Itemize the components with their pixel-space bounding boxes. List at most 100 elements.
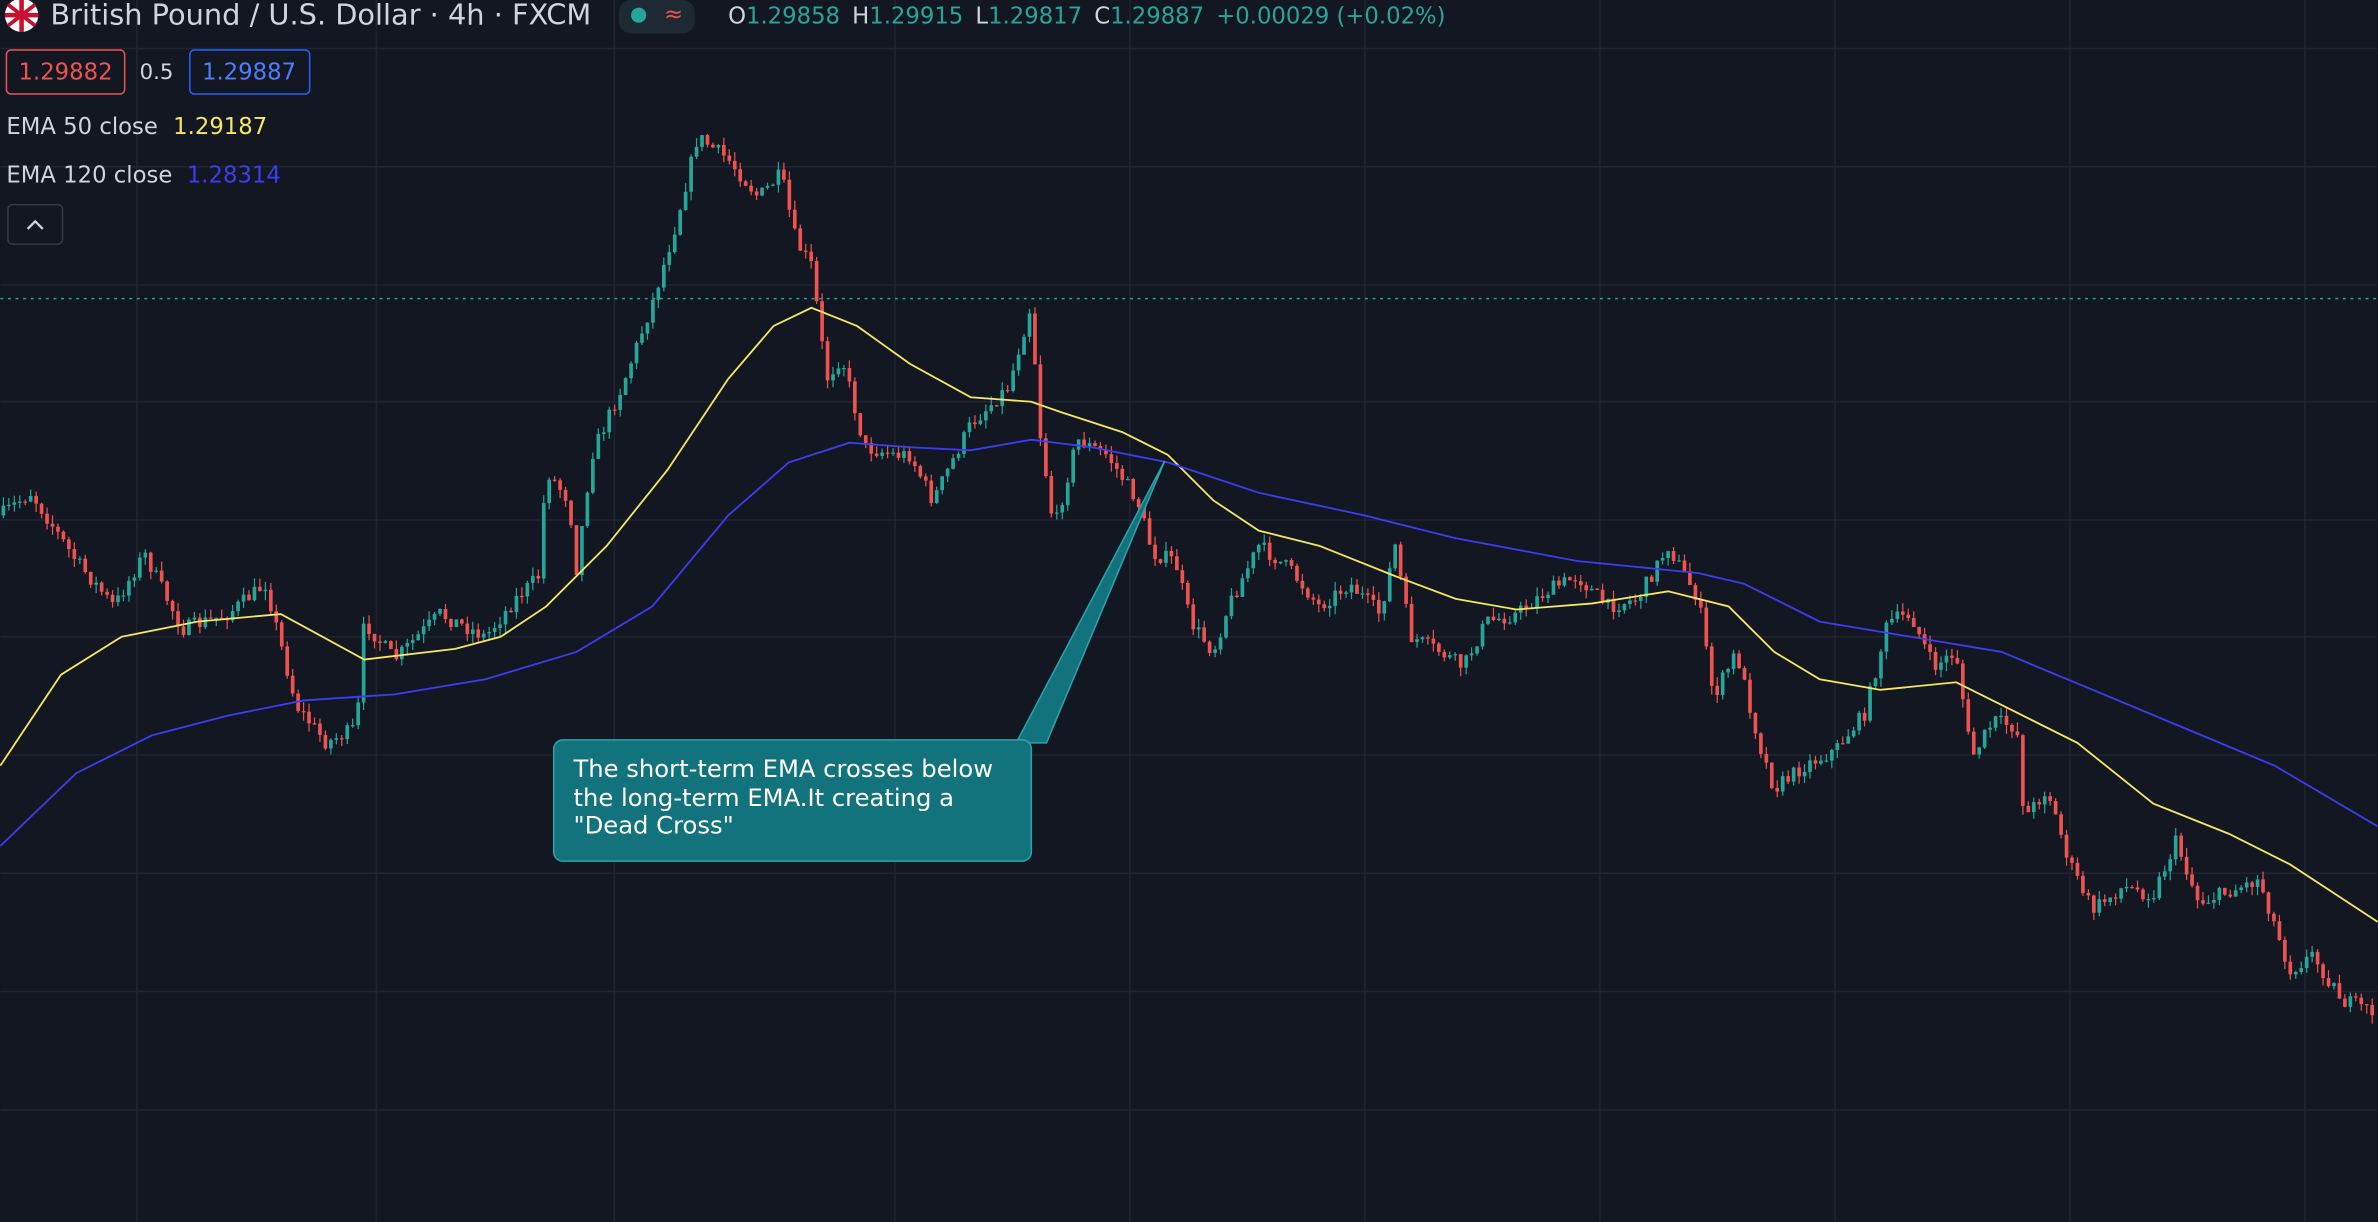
candle-body bbox=[12, 502, 17, 505]
candle-body bbox=[1993, 716, 1998, 728]
candle-body bbox=[1808, 760, 1812, 772]
candle-body bbox=[1327, 605, 1332, 609]
candle-body bbox=[1295, 565, 1299, 581]
candle-body bbox=[1349, 584, 1354, 593]
candle-body bbox=[1453, 654, 1458, 656]
candle-body bbox=[1540, 596, 1545, 599]
candle-body bbox=[1879, 651, 1883, 679]
candle-body bbox=[1158, 559, 1163, 563]
candle-body bbox=[809, 251, 813, 262]
candle-body bbox=[1813, 760, 1818, 764]
candle-body bbox=[405, 642, 410, 647]
candle-body bbox=[329, 739, 333, 749]
candle-body bbox=[1076, 439, 1081, 450]
candle-body bbox=[2343, 998, 2347, 1007]
candle-body bbox=[1147, 518, 1152, 545]
candle-body bbox=[1666, 551, 1670, 558]
candle-body bbox=[1890, 618, 1894, 623]
candle-body bbox=[290, 675, 295, 694]
candle-body bbox=[1011, 370, 1015, 391]
candle-body bbox=[798, 228, 803, 251]
candle-body bbox=[45, 513, 49, 524]
sell-button[interactable] bbox=[5, 49, 126, 95]
status-pill[interactable] bbox=[618, 0, 695, 34]
ohlc-label: L bbox=[975, 3, 988, 29]
collapse-button[interactable] bbox=[7, 203, 64, 245]
candle-body bbox=[1557, 580, 1561, 586]
indicator-name[interactable]: EMA 120 close bbox=[6, 162, 172, 188]
candle-body bbox=[1524, 605, 1529, 609]
candle-body bbox=[749, 185, 753, 192]
candle-body bbox=[1950, 655, 1954, 658]
candle-body bbox=[1224, 616, 1228, 638]
candle-body bbox=[1431, 638, 1436, 644]
candle-body bbox=[192, 617, 197, 620]
candle-body bbox=[1628, 600, 1632, 605]
candle-body bbox=[640, 333, 644, 343]
ohlc-label: C bbox=[1094, 3, 1110, 29]
candle-body bbox=[2239, 887, 2244, 891]
candle-body bbox=[525, 582, 530, 597]
candle-body bbox=[1873, 678, 1878, 687]
symbol-title[interactable]: British Pound / U.S. Dollar · 4h · FXCM bbox=[50, 0, 591, 32]
candle-body bbox=[487, 632, 491, 634]
candle-body bbox=[2026, 805, 2031, 813]
candle-body bbox=[476, 629, 481, 638]
candle-body bbox=[110, 594, 115, 603]
callout-text: "Dead Cross" bbox=[573, 810, 733, 839]
candle-body bbox=[1475, 646, 1479, 654]
ema-120-line bbox=[0, 438, 2378, 847]
candle-body bbox=[722, 145, 726, 156]
buy-button[interactable] bbox=[189, 49, 311, 95]
candle-body bbox=[1846, 736, 1851, 744]
candle-body bbox=[836, 368, 841, 375]
candle-body bbox=[28, 495, 33, 502]
candle-body bbox=[2015, 731, 2020, 736]
candle-body bbox=[2092, 895, 2096, 913]
candle-body bbox=[847, 367, 852, 382]
candle-body bbox=[1551, 580, 1556, 595]
candle-body bbox=[1175, 556, 1179, 571]
candle-body bbox=[2233, 890, 2238, 897]
candle-body bbox=[378, 641, 382, 643]
candle-body bbox=[1366, 593, 1370, 595]
candle-body bbox=[558, 480, 562, 490]
candle-body bbox=[661, 264, 666, 288]
candle-body bbox=[541, 503, 546, 579]
candle-body bbox=[1622, 604, 1627, 611]
candle-body bbox=[863, 435, 868, 443]
candle-body bbox=[1202, 627, 1206, 642]
candle-body bbox=[1393, 544, 1398, 569]
candle-body bbox=[236, 601, 240, 612]
candle-body bbox=[1098, 446, 1103, 450]
candle-body bbox=[2217, 887, 2222, 901]
candle-body bbox=[782, 169, 786, 180]
candle-body bbox=[34, 495, 38, 504]
candle-body bbox=[2337, 983, 2342, 999]
candle-body bbox=[1054, 512, 1059, 514]
ohlc-label: H bbox=[852, 3, 869, 29]
indicator-name[interactable]: EMA 50 close bbox=[6, 114, 157, 140]
candle-body bbox=[1229, 595, 1234, 617]
candle-body bbox=[258, 586, 262, 592]
candle-body bbox=[1289, 560, 1294, 566]
candle-body bbox=[678, 210, 683, 235]
candle-body bbox=[1355, 584, 1359, 594]
callout-text: The short-term EMA crosses below bbox=[572, 754, 993, 783]
candle-body bbox=[765, 185, 770, 188]
candle-body bbox=[1185, 583, 1190, 605]
candle-body bbox=[694, 146, 699, 157]
candle-body bbox=[2173, 835, 2178, 860]
candle-body bbox=[465, 623, 470, 635]
candle-body bbox=[2304, 956, 2309, 969]
indicator-value: 1.29187 bbox=[173, 114, 267, 140]
candle-body bbox=[2070, 857, 2074, 863]
candle-body bbox=[2190, 874, 2194, 886]
candle-body bbox=[2255, 879, 2260, 888]
candle-body bbox=[689, 156, 693, 192]
candle-body bbox=[929, 480, 934, 503]
candle-body bbox=[1060, 505, 1065, 513]
candle-body bbox=[77, 558, 82, 560]
candle-body bbox=[2195, 885, 2200, 901]
candle-body bbox=[208, 617, 213, 619]
